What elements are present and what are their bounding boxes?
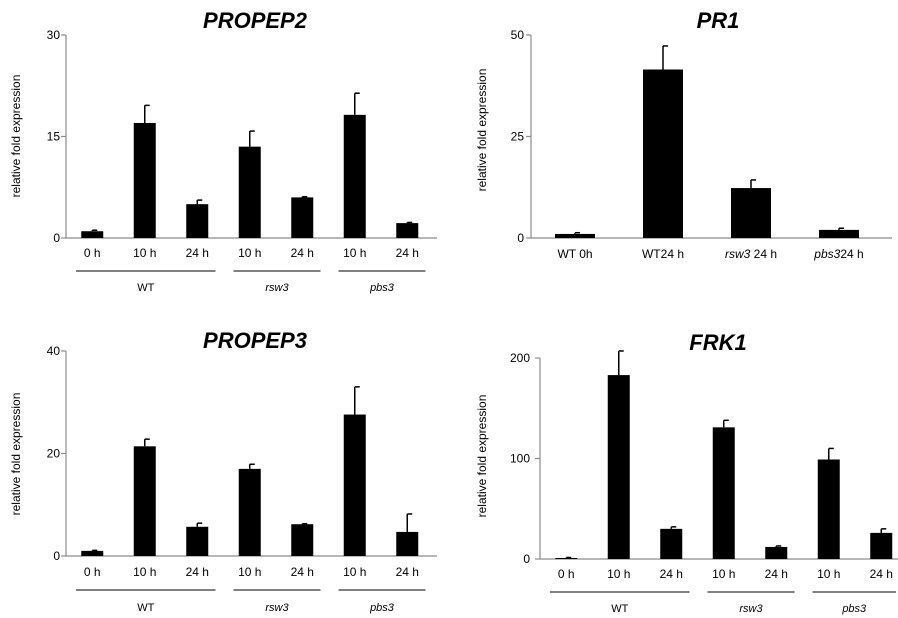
y-tick-label: 200	[510, 351, 530, 365]
x-tick-label: 10 h	[712, 567, 735, 581]
bar	[133, 122, 156, 238]
bar	[186, 526, 209, 556]
x-tick-label: 24 h	[396, 565, 419, 579]
x-tick-label: WT 0h	[557, 247, 592, 261]
x-tick-label: 10 h	[607, 567, 630, 581]
bar	[555, 233, 595, 238]
y-tick-label: 0	[517, 231, 524, 245]
x-tick-label: 24 h	[291, 246, 314, 260]
panel-pr1: PR1 relative fold expression 0 25 50 WT 0h WT2…	[475, 8, 892, 261]
y-tick-label: 25	[511, 130, 525, 144]
bar	[817, 459, 840, 559]
bar	[607, 375, 630, 559]
x-tick-label: 10 h	[133, 246, 156, 260]
bar	[396, 223, 419, 238]
x-tick-label: 0 h	[84, 246, 101, 260]
group-label: rsw3	[265, 602, 289, 614]
x-tick-label: 24 h	[765, 567, 788, 581]
y-tick-label: 20	[47, 447, 61, 461]
x-tick-label: 24 h	[291, 565, 314, 579]
y-tick-label: 15	[47, 130, 61, 144]
bar	[343, 114, 366, 238]
panel-propep3: PROPEP3 relative fold expression 0 20 40 0 h 1…	[9, 328, 437, 614]
x-tick-label-part: WT 0h	[557, 247, 592, 261]
x-tick-label: 24 h	[660, 567, 683, 581]
y-axis-label: relative fold expression	[475, 395, 489, 518]
bar	[396, 531, 419, 556]
x-tick-label: 10 h	[343, 246, 366, 260]
group-label: rsw3	[265, 282, 289, 294]
bar	[81, 550, 104, 556]
bar	[819, 229, 859, 238]
group-label: pbs3	[841, 603, 867, 615]
group-label: pbs3	[369, 282, 395, 294]
x-tick-label: pbs324 h	[813, 247, 863, 261]
y-tick-label: 100	[510, 452, 530, 466]
x-tick-label: 24 h	[186, 246, 209, 260]
x-tick-label: 0 h	[558, 567, 575, 581]
x-tick-label: 24 h	[870, 567, 893, 581]
x-tick-label: 10 h	[817, 567, 840, 581]
y-axis-label: relative fold expression	[9, 393, 23, 516]
y-tick-label: 0	[53, 231, 60, 245]
x-tick-label-part: pbs3	[813, 247, 840, 261]
x-tick-label: 24 h	[186, 565, 209, 579]
bar	[643, 69, 683, 238]
y-tick-label: 50	[511, 28, 525, 42]
group-label: rsw3	[739, 603, 763, 615]
bar	[133, 446, 156, 556]
x-tick-label: 10 h	[238, 565, 261, 579]
group-label: WT	[137, 602, 154, 614]
x-tick-label-part: 24 h	[750, 247, 777, 261]
bar	[660, 528, 683, 559]
bar	[291, 524, 314, 556]
bar	[238, 468, 261, 556]
group-label: pbs3	[369, 602, 395, 614]
y-tick-label: 30	[47, 28, 61, 42]
chart-title: FRK1	[689, 330, 746, 355]
bar	[81, 231, 104, 238]
chart-title: PR1	[697, 8, 740, 33]
panel-propep2: PROPEP2 relative fold expression 0 15 30 0 h 1…	[9, 8, 437, 294]
x-tick-label: 10 h	[238, 246, 261, 260]
y-axis-label: relative fold expression	[9, 75, 23, 198]
bar	[555, 557, 578, 559]
chart-title: PROPEP2	[203, 8, 308, 33]
x-tick-label: rsw3 24 h	[725, 247, 777, 261]
x-tick-label: 0 h	[84, 565, 101, 579]
bar	[870, 532, 893, 559]
bar	[765, 546, 788, 559]
group-label: WT	[137, 282, 154, 294]
y-tick-label: 0	[523, 552, 530, 566]
group-label: WT	[611, 603, 628, 615]
x-tick-label: 24 h	[396, 246, 419, 260]
x-tick-label: 10 h	[133, 565, 156, 579]
x-tick-label: 10 h	[343, 565, 366, 579]
x-tick-label: WT24 h	[642, 247, 684, 261]
chart-title: PROPEP3	[203, 328, 307, 353]
bar	[712, 427, 735, 559]
bar	[238, 146, 261, 238]
x-tick-label-part: 24 h	[840, 247, 863, 261]
bar	[731, 188, 771, 238]
bar	[186, 204, 209, 238]
y-tick-label: 0	[53, 549, 60, 563]
y-tick-label: 40	[47, 344, 61, 358]
y-axis-label: relative fold expression	[475, 69, 489, 192]
bar	[291, 197, 314, 238]
bar	[343, 414, 366, 556]
x-tick-label-part: WT24 h	[642, 247, 684, 261]
panel-frk1: FRK1 relative fold expression 0 100 200 0 h 10…	[475, 330, 898, 615]
x-tick-label-part: rsw3	[725, 247, 751, 261]
